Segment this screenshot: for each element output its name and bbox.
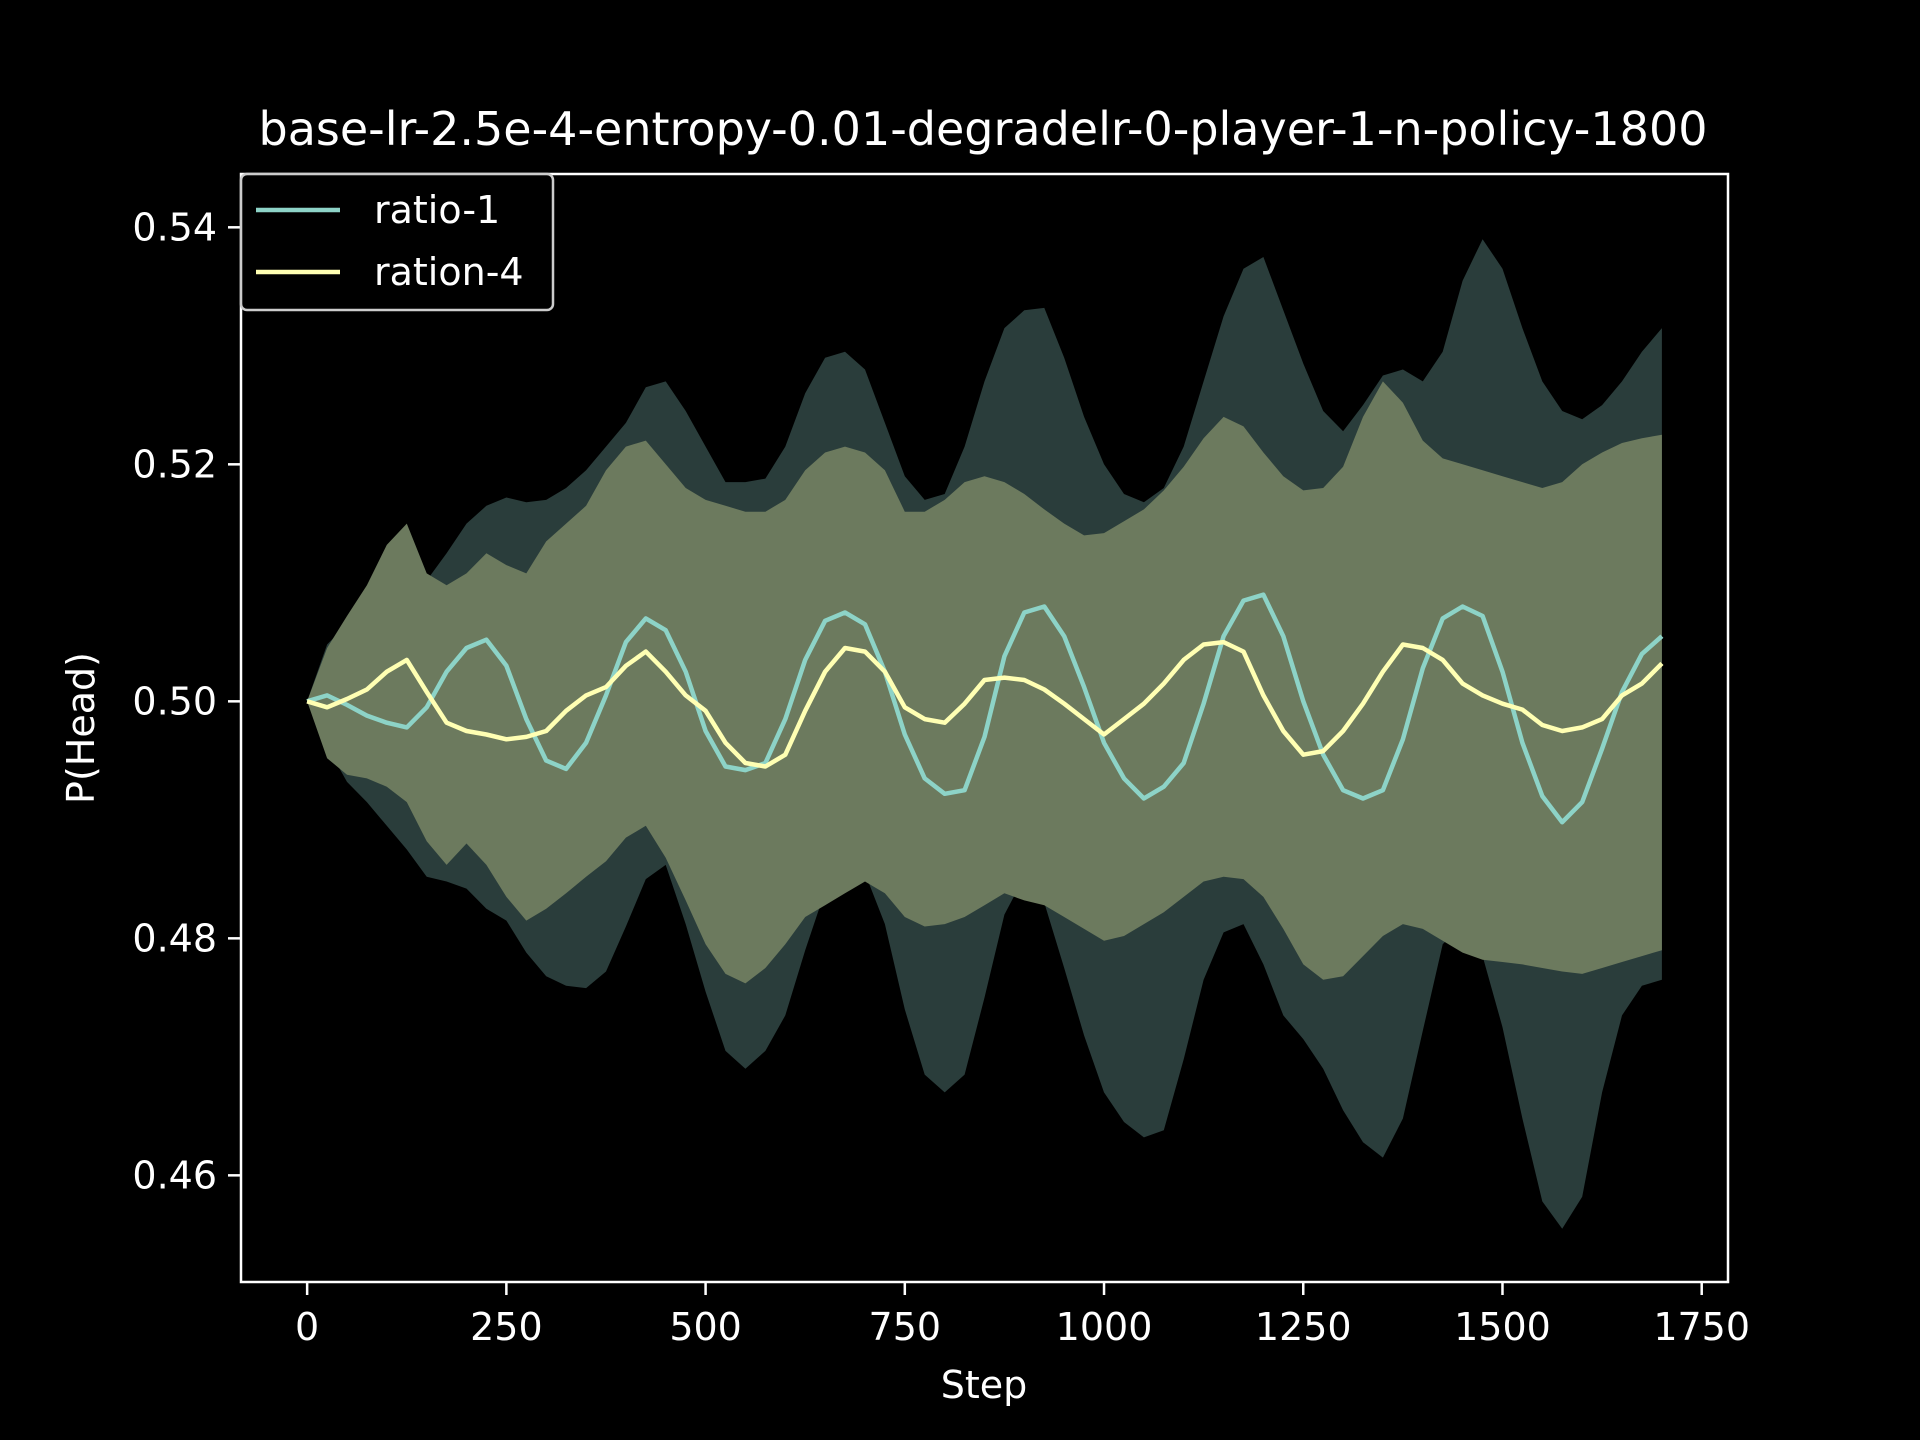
x-tick-label: 250 [470,1305,543,1349]
y-tick-label: 0.50 [132,679,217,723]
plot-frame [239,172,1730,1284]
legend-label-ration-4: ration-4 [374,250,524,294]
x-tick-label: 750 [869,1305,942,1349]
y-tick-label: 0.46 [132,1153,217,1197]
y-tick-label: 0.54 [132,205,217,249]
legend-label-ratio-1: ratio-1 [374,188,500,232]
y-tick-label: 0.48 [132,916,217,960]
x-tick-label: 0 [295,1305,319,1349]
x-tick-label: 1750 [1653,1305,1750,1349]
y-axis-ticks: 0.46 0.48 0.50 0.52 0.54 [132,205,241,1197]
y-tick-label: 0.52 [132,442,217,486]
x-tick-label: 1250 [1255,1305,1352,1349]
x-tick-label: 500 [669,1305,742,1349]
x-axis-label: Step [941,1363,1028,1407]
series-line-ration-4 [306,639,1664,769]
legend: ratio-1 ration-4 [239,172,555,312]
x-axis-ticks: 0 250 500 750 1000 1250 1500 1750 [295,1282,1750,1349]
x-tick-label: 1500 [1454,1305,1551,1349]
series-lines [306,592,1664,825]
chart-title: base-lr-2.5e-4-entropy-0.01-degradelr-0-… [259,102,1708,156]
x-tick-label: 1000 [1056,1305,1153,1349]
y-axis-label: P(Head) [59,652,103,804]
